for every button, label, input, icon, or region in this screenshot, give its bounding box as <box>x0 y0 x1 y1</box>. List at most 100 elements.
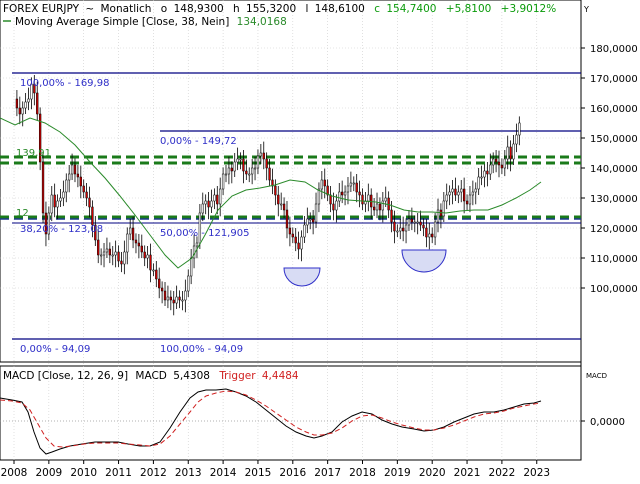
candle-down[interactable] <box>341 191 344 196</box>
candle-up[interactable] <box>451 188 454 193</box>
candle-up[interactable] <box>352 182 355 185</box>
candle-down[interactable] <box>137 242 141 247</box>
candle-up[interactable] <box>221 173 225 190</box>
candle-up[interactable] <box>30 83 33 100</box>
macd-panel[interactable] <box>0 365 582 461</box>
candle-up[interactable] <box>198 212 202 244</box>
candle-down[interactable] <box>163 290 167 301</box>
candle-up[interactable] <box>320 179 323 190</box>
price-axis[interactable]: 180,0000 170,0000 160,0000 150,0000 140,0000… <box>581 44 638 295</box>
candle-up[interactable] <box>448 191 451 196</box>
candle-down[interactable] <box>41 161 45 214</box>
candle-up[interactable] <box>346 185 350 193</box>
candle-down[interactable] <box>323 179 326 187</box>
candle-down[interactable] <box>497 161 501 166</box>
candle-up[interactable] <box>114 251 117 256</box>
candle-down[interactable] <box>169 296 172 301</box>
candle-up[interactable] <box>413 221 416 224</box>
candle-up[interactable] <box>256 155 260 169</box>
candle-up[interactable] <box>253 167 257 170</box>
trigger-line[interactable] <box>0 390 542 448</box>
candle-down[interactable] <box>160 287 164 292</box>
candle-up[interactable] <box>506 146 509 160</box>
candle-down[interactable] <box>361 194 364 205</box>
candle-up[interactable] <box>489 164 492 175</box>
candle-up[interactable] <box>68 173 71 181</box>
candle-down[interactable] <box>294 236 297 244</box>
candle-down[interactable] <box>108 248 111 256</box>
candle-down[interactable] <box>143 251 146 259</box>
candle-up[interactable] <box>70 164 74 175</box>
candle-down[interactable] <box>387 197 390 211</box>
candle-down[interactable] <box>18 107 21 115</box>
candle-down[interactable] <box>97 239 100 256</box>
candle-up[interactable] <box>433 221 437 238</box>
candle-up[interactable] <box>21 107 24 115</box>
candle-down[interactable] <box>88 197 91 208</box>
candle-up[interactable] <box>367 194 370 202</box>
candle-down[interactable] <box>134 239 138 244</box>
candle-up[interactable] <box>123 251 126 265</box>
candle-up[interactable] <box>259 152 263 157</box>
candle-up[interactable] <box>126 233 129 253</box>
candle-down[interactable] <box>462 188 466 202</box>
candle-up[interactable] <box>404 224 408 232</box>
candle-up[interactable] <box>250 167 254 175</box>
candle-up[interactable] <box>483 170 486 178</box>
candle-up[interactable] <box>396 230 399 233</box>
candle-down[interactable] <box>33 83 36 94</box>
candle-down[interactable] <box>311 218 315 223</box>
candle-up[interactable] <box>233 161 236 172</box>
candle-down[interactable] <box>410 218 414 223</box>
candle-up[interactable] <box>314 203 318 223</box>
candle-up[interactable] <box>62 191 65 199</box>
candle-up[interactable] <box>515 134 518 145</box>
candle-up[interactable] <box>428 233 431 238</box>
candle-down[interactable] <box>15 98 19 109</box>
candle-up[interactable] <box>457 191 460 196</box>
candles[interactable] <box>15 75 521 316</box>
candle-up[interactable] <box>460 188 463 193</box>
time-axis[interactable]: 2008 2009 2010 2011 2012 2013 2014 2015 2016 2017… <box>1 460 550 479</box>
candle-up[interactable] <box>512 143 515 160</box>
candle-down[interactable] <box>140 245 143 253</box>
candle-down[interactable] <box>422 224 425 229</box>
candle-down[interactable] <box>494 158 498 163</box>
candle-down[interactable] <box>465 200 469 205</box>
candle-down[interactable] <box>326 185 329 196</box>
candle-down[interactable] <box>76 173 80 178</box>
candle-down[interactable] <box>117 251 120 262</box>
candle-down[interactable] <box>332 203 335 211</box>
candle-down[interactable] <box>355 182 358 193</box>
candle-up[interactable] <box>184 290 187 301</box>
candle-up[interactable] <box>518 122 521 136</box>
candle-up[interactable] <box>338 191 341 202</box>
candle-up[interactable] <box>399 227 402 232</box>
candle-down[interactable] <box>390 209 393 223</box>
candle-up[interactable] <box>213 194 216 202</box>
candle-up[interactable] <box>384 197 387 202</box>
candle-up[interactable] <box>129 227 132 235</box>
candle-up[interactable] <box>111 254 114 257</box>
candle-up[interactable] <box>471 191 475 196</box>
candle-down[interactable] <box>262 152 265 160</box>
candle-up[interactable] <box>248 173 251 176</box>
candle-down[interactable] <box>155 269 158 280</box>
candle-up[interactable] <box>300 236 303 250</box>
sma-line[interactable] <box>0 117 542 269</box>
candle-down[interactable] <box>120 260 123 265</box>
candle-up[interactable] <box>477 176 480 190</box>
candle-down[interactable] <box>329 194 332 205</box>
candle-down[interactable] <box>285 209 289 229</box>
candle-down[interactable] <box>94 224 97 241</box>
price-panel[interactable] <box>0 0 582 363</box>
candle-down[interactable] <box>245 170 248 175</box>
candle-down[interactable] <box>291 233 294 238</box>
candle-down[interactable] <box>282 203 286 211</box>
candle-up[interactable] <box>335 200 338 211</box>
candle-up[interactable] <box>416 221 419 224</box>
candle-down[interactable] <box>268 167 271 181</box>
candle-down[interactable] <box>207 200 210 208</box>
candle-down[interactable] <box>36 92 39 115</box>
